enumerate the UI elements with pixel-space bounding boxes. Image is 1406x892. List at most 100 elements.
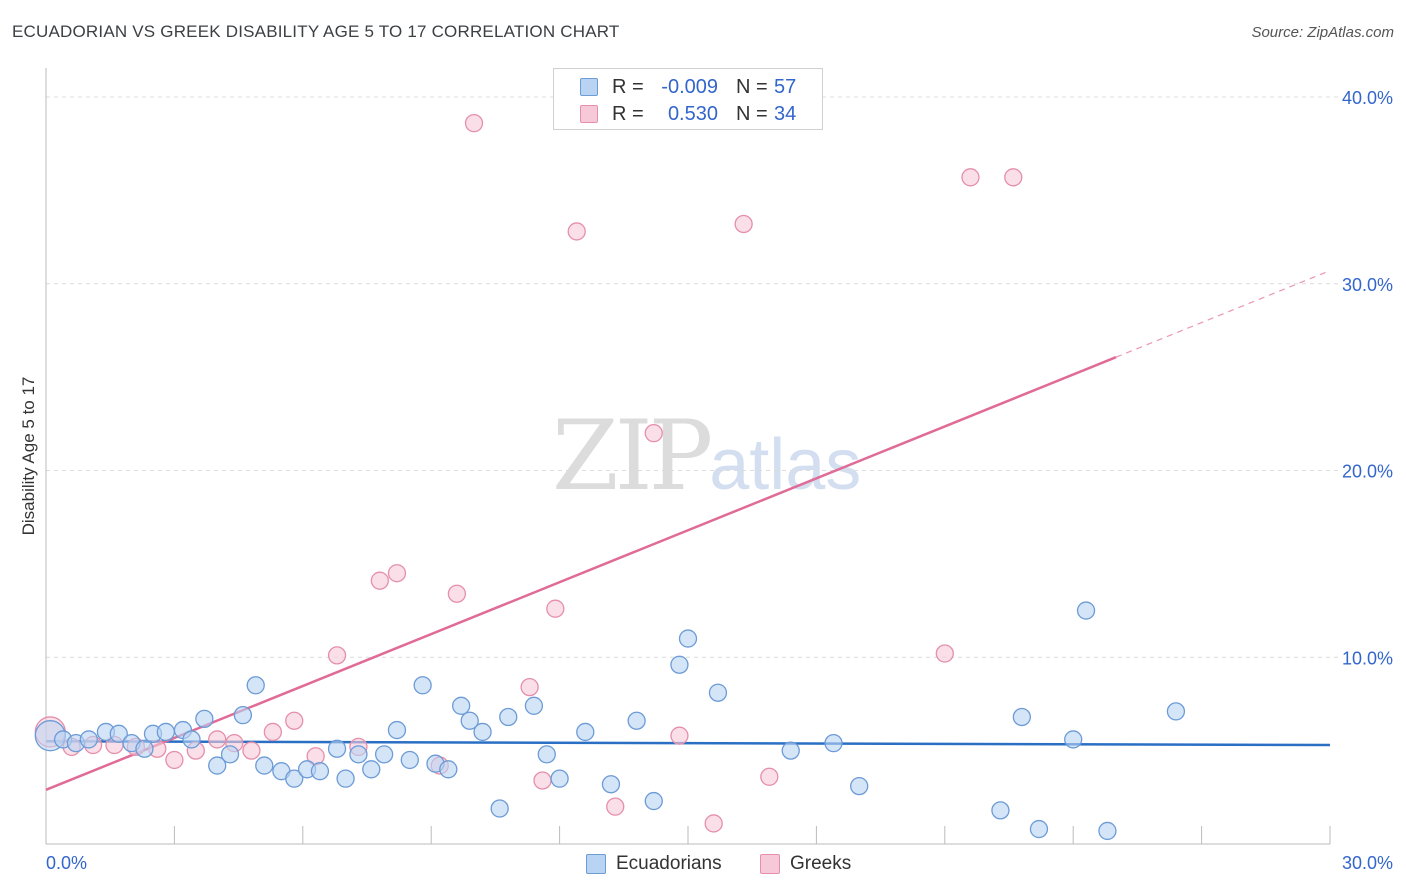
point-greeks — [704, 814, 723, 833]
point-ecuadorians — [336, 769, 355, 788]
point-greeks — [734, 214, 753, 234]
point-ecuadorians — [400, 750, 419, 770]
point-ecuadorians — [79, 730, 98, 749]
point-ecuadorians — [349, 745, 368, 764]
legend-r-label: R = — [612, 76, 644, 98]
point-ecuadorians — [1076, 601, 1096, 620]
point-ecuadorians — [362, 760, 381, 779]
point-ecuadorians — [460, 711, 479, 730]
point-ecuadorians — [601, 775, 621, 794]
trend-line-greeks — [45, 356, 1117, 792]
point-ecuadorians — [310, 762, 330, 781]
legend-n-value: 57 — [774, 76, 797, 98]
x-tick-label: 0.0% — [46, 853, 87, 873]
point-greeks — [1004, 168, 1023, 187]
point-ecuadorians — [1098, 821, 1117, 841]
trend-line-greeks-projection — [1115, 270, 1331, 358]
point-greeks — [935, 644, 954, 663]
point-ecuadorians — [473, 722, 492, 742]
point-greeks — [327, 646, 347, 665]
y-tick-label: 10.0% — [1342, 648, 1393, 668]
point-ecuadorians — [576, 722, 595, 742]
watermark-zip: ZIP — [552, 400, 713, 512]
y-tick-label: 20.0% — [1342, 462, 1393, 482]
point-ecuadorians — [644, 791, 663, 811]
point-greeks — [533, 771, 552, 790]
point-greeks — [644, 423, 663, 443]
point-greeks — [567, 222, 586, 241]
point-greeks — [370, 571, 389, 590]
point-greeks — [263, 722, 282, 742]
point-ecuadorians — [233, 705, 253, 725]
point-ecuadorians — [374, 745, 394, 764]
point-greeks — [670, 726, 689, 745]
point-ecuadorians — [850, 776, 869, 796]
point-ecuadorians — [327, 739, 347, 758]
point-ecuadorians — [490, 799, 509, 818]
trend-line-ecuadorians — [45, 740, 1331, 747]
y-tick-label: 30.0% — [1342, 275, 1393, 295]
legend-r-value: 0.530 — [667, 103, 718, 125]
point-ecuadorians — [550, 769, 569, 788]
legend-n-label: N = — [736, 103, 768, 125]
grid-layer — [46, 96, 1340, 658]
point-ecuadorians — [135, 739, 154, 758]
point-ecuadorians — [109, 724, 128, 743]
point-greeks — [760, 767, 779, 786]
point-ecuadorians — [824, 734, 843, 753]
point-ecuadorians — [499, 707, 518, 727]
points-layer — [34, 113, 1186, 841]
point-ecuadorians — [781, 741, 800, 760]
y-tick-label: 40.0% — [1342, 88, 1393, 108]
point-greeks — [546, 599, 565, 618]
point-ecuadorians — [991, 801, 1010, 820]
tick-label-layer: 10.0% 20.0% 30.0% 40.0% 0.0% 30.0% — [46, 88, 1393, 873]
legend-r-label: R = — [612, 103, 644, 125]
point-ecuadorians — [195, 709, 214, 729]
point-greeks — [165, 750, 184, 770]
point-ecuadorians — [452, 696, 471, 715]
point-ecuadorians — [182, 730, 201, 749]
legend-n-value: 34 — [774, 103, 797, 125]
legend-swatch-greeks — [760, 854, 780, 874]
legend-label-ecuadorians: Ecuadorians — [616, 853, 722, 874]
point-ecuadorians — [156, 722, 175, 742]
legend-row-ecuadorians: R = -0.009 N = 57 — [554, 74, 822, 100]
legend-n-label: N = — [736, 76, 768, 98]
legend-swatch-ecuadorians — [586, 854, 606, 874]
source-credit: Source: ZipAtlas.com — [1251, 24, 1394, 41]
point-ecuadorians — [413, 676, 432, 695]
x-tick-label: 30.0% — [1342, 853, 1393, 873]
correlation-legend: R = -0.009 N = 57 R = 0.530 N = 34 — [553, 68, 823, 130]
legend-label-greeks: Greeks — [790, 853, 852, 874]
point-greeks — [208, 730, 227, 749]
series-legend: Ecuadorians Greeks — [0, 852, 1406, 878]
point-ecuadorians — [439, 760, 458, 779]
legend-swatch-greeks — [580, 105, 598, 123]
point-ecuadorians — [255, 756, 274, 775]
point-ecuadorians — [387, 720, 407, 740]
point-ecuadorians — [1029, 819, 1049, 839]
y-axis-label: Disability Age 5 to 17 — [19, 377, 38, 536]
point-ecuadorians — [246, 676, 265, 695]
point-greeks — [606, 797, 625, 816]
point-greeks — [242, 741, 261, 760]
point-ecuadorians — [524, 696, 544, 715]
point-ecuadorians — [670, 655, 689, 674]
chart-title: ECUADORIAN VS GREEK DISABILITY AGE 5 TO … — [12, 22, 620, 41]
point-ecuadorians — [678, 629, 698, 648]
point-ecuadorians — [1064, 730, 1083, 749]
point-ecuadorians — [537, 745, 556, 764]
point-ecuadorians — [1166, 702, 1186, 721]
watermark: ZIPatlas — [552, 400, 861, 512]
point-greeks — [285, 711, 304, 730]
axis-layer — [45, 68, 1331, 845]
point-ecuadorians — [708, 683, 728, 702]
point-ecuadorians — [285, 769, 304, 788]
point-greeks — [520, 677, 539, 697]
point-ecuadorians — [1012, 707, 1031, 727]
trend-layer — [45, 270, 1331, 792]
point-ecuadorians — [220, 745, 240, 764]
point-ecuadorians — [627, 711, 646, 730]
